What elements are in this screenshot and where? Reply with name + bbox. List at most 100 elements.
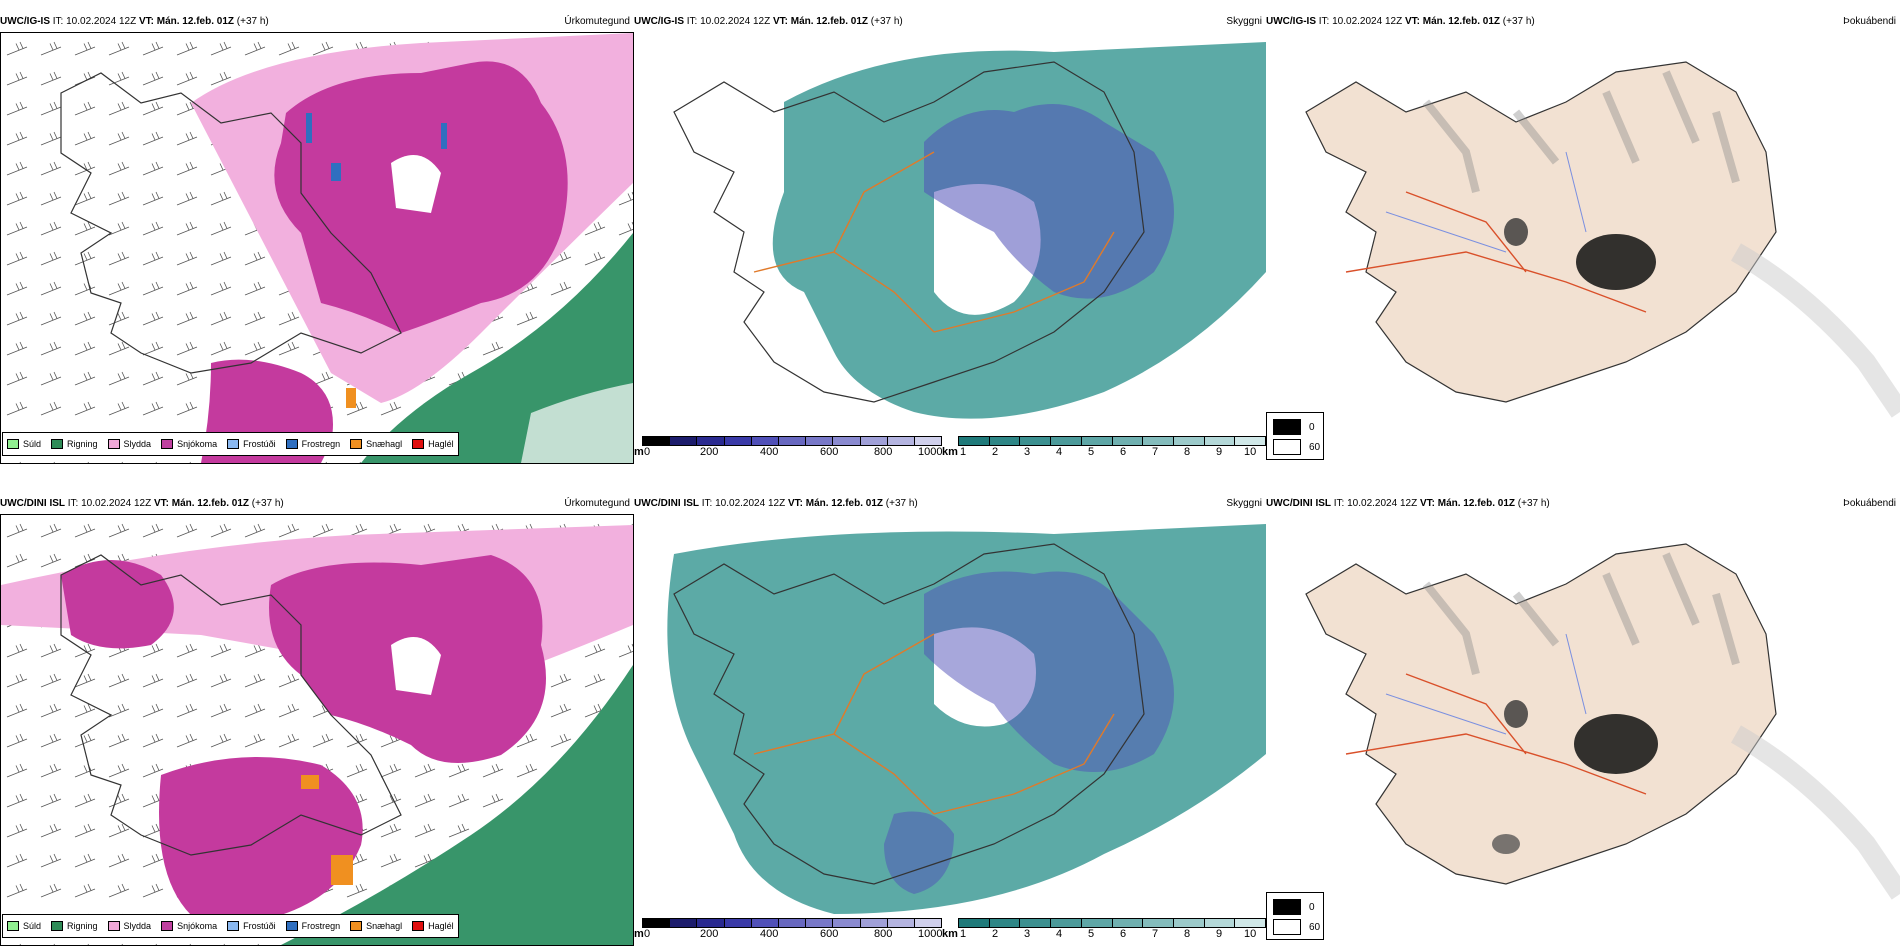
model-name: UWC/DINI ISL (0, 498, 65, 509)
colorbar-segment (1235, 919, 1266, 927)
vt-label: VT: Mán. 12.feb. 01Z (153, 498, 249, 509)
colorbars: m km 0 200 400 600 800 1000 1 2 3 4 5 6 … (634, 436, 1266, 462)
legend-item-rigning: Rigning (51, 439, 98, 449)
colorbar-segment (1143, 919, 1174, 927)
vis-tick: 1 (960, 928, 967, 940)
colorbar-segment (778, 919, 807, 927)
legend-item-haglel: Haglél (412, 439, 454, 449)
model-name: UWC/IG-IS (1266, 16, 1316, 27)
colorbar-segment (1173, 437, 1205, 445)
colorbar-segment (1204, 919, 1236, 927)
colorbar-segment (751, 919, 779, 927)
panel-header: UWC/IG-IS IT: 10.02.2024 12Z VT: Mán. 12… (1266, 12, 1900, 32)
legend-item-rigning: Rigning (51, 921, 98, 931)
legend-item-frostregn: Frostregn (285, 921, 340, 931)
legend-item-snjokoma: Snjókoma (161, 439, 217, 449)
panel-header: UWC/DINI ISL IT: 10.02.2024 12Z VT: Mán.… (634, 494, 1266, 514)
vt-label: VT: Mán. 12.feb. 01Z (138, 16, 234, 27)
precip-map (0, 514, 634, 946)
vis-tick: 9 (1216, 446, 1223, 458)
height-colorbar (642, 918, 942, 928)
lead-time: (+37 h) (1502, 16, 1535, 27)
model-name: UWC/IG-IS (0, 16, 50, 27)
fog-label: 60 (1309, 921, 1321, 933)
model-name: UWC/IG-IS (634, 16, 684, 27)
visibility-map (634, 32, 1266, 442)
height-colorbar (642, 436, 942, 446)
fog-swatch (1273, 439, 1301, 455)
legend-label: Rigning (67, 921, 98, 931)
legend-item-slydda: Slydda (107, 439, 151, 449)
lead-time: (+37 h) (870, 16, 903, 27)
colorbar-segment (1112, 919, 1144, 927)
fog-legend: 0 60 (1266, 892, 1324, 940)
it-value: 10.02.2024 12Z (81, 498, 152, 509)
legend-item-frostregn: Frostregn (285, 439, 341, 449)
colorbar-segment (833, 919, 861, 927)
legend-label: Slydda (123, 921, 152, 931)
colorbar-segment (914, 919, 942, 927)
legend-label: Frostúði (243, 439, 276, 449)
height-tick: 800 (874, 928, 893, 940)
vis-tick: 1 (960, 446, 967, 458)
fog-label: 0 (1309, 421, 1315, 433)
vis-tick: 6 (1120, 928, 1127, 940)
panel-precip-dini: UWC/DINI ISL IT: 10.02.2024 12Z VT: Mán.… (0, 494, 634, 946)
fog-swatch (1273, 919, 1301, 935)
vis-tick: 2 (992, 446, 999, 458)
precip-legend: Súld Rigning Slydda Snjókoma Frostúði Fr… (2, 432, 459, 456)
fog-label: 60 (1309, 441, 1321, 453)
height-tick: 1000 (918, 928, 943, 940)
swatch (7, 439, 19, 449)
vt-label: VT: Mán. 12.feb. 01Z (1419, 498, 1515, 509)
legend-label: Súld (23, 439, 42, 449)
panel-precip-igis: UWC/IG-IS IT: 10.02.2024 12Z VT: Mán. 12… (0, 12, 634, 464)
colorbar-segment (989, 919, 1021, 927)
colorbar-segment (778, 437, 807, 445)
colorbar-segment (1020, 919, 1052, 927)
panel-fog-dini: UWC/DINI ISL IT: 10.02.2024 12Z VT: Mán.… (1266, 494, 1900, 946)
it-value: 10.02.2024 12Z (700, 16, 771, 27)
panel-header: UWC/DINI ISL IT: 10.02.2024 12Z VT: Mán.… (0, 494, 634, 514)
swatch (350, 439, 363, 449)
legend-label: Frostregn (301, 439, 341, 449)
vis-tick: 9 (1216, 928, 1223, 940)
it-value: 10.02.2024 12Z (715, 498, 786, 509)
colorbar-segment (887, 437, 915, 445)
vis-tick: 2 (992, 928, 999, 940)
height-tick: 600 (820, 928, 839, 940)
swatch (350, 921, 363, 931)
swatch (412, 439, 425, 449)
vis-tick: 3 (1024, 928, 1031, 940)
height-tick: 1000 (918, 446, 943, 458)
vt-label: VT: Mán. 12.feb. 01Z (1404, 16, 1500, 27)
vis-unit: km (942, 446, 958, 458)
swatch (227, 921, 240, 931)
colorbar-segment (860, 919, 888, 927)
panel-visibility-igis: UWC/IG-IS IT: 10.02.2024 12Z VT: Mán. 12… (634, 12, 1266, 464)
fog-swatch (1273, 899, 1301, 915)
vis-tick: 10 (1244, 928, 1257, 940)
colorbar-segment (1173, 919, 1205, 927)
colorbar-segment (697, 919, 725, 927)
vt-label: VT: Mán. 12.feb. 01Z (787, 498, 883, 509)
height-tick: 800 (874, 446, 893, 458)
legend-item-slydda: Slydda (107, 921, 152, 931)
colorbar-segment (1112, 437, 1144, 445)
panel-title: Þokuábendi (1843, 498, 1896, 509)
colorbar-segment (989, 437, 1021, 445)
vis-tick: 4 (1056, 928, 1063, 940)
fog-legend-row: 60 (1273, 439, 1320, 455)
colorbar-segment (1143, 437, 1174, 445)
visibility-map (634, 514, 1266, 924)
colorbar-segment (1051, 919, 1082, 927)
colorbars: m km 0 200 400 600 800 1000 1 2 3 4 5 6 … (634, 918, 1266, 944)
colorbar-segment (806, 437, 834, 445)
colorbar-segment (1020, 437, 1052, 445)
colorbar-segment (959, 437, 990, 445)
it-label: IT: (1333, 498, 1345, 509)
vis-tick: 5 (1088, 928, 1095, 940)
vis-tick: 4 (1056, 446, 1063, 458)
legend-label: Súld (23, 921, 42, 931)
lead-time: (+37 h) (885, 498, 918, 509)
